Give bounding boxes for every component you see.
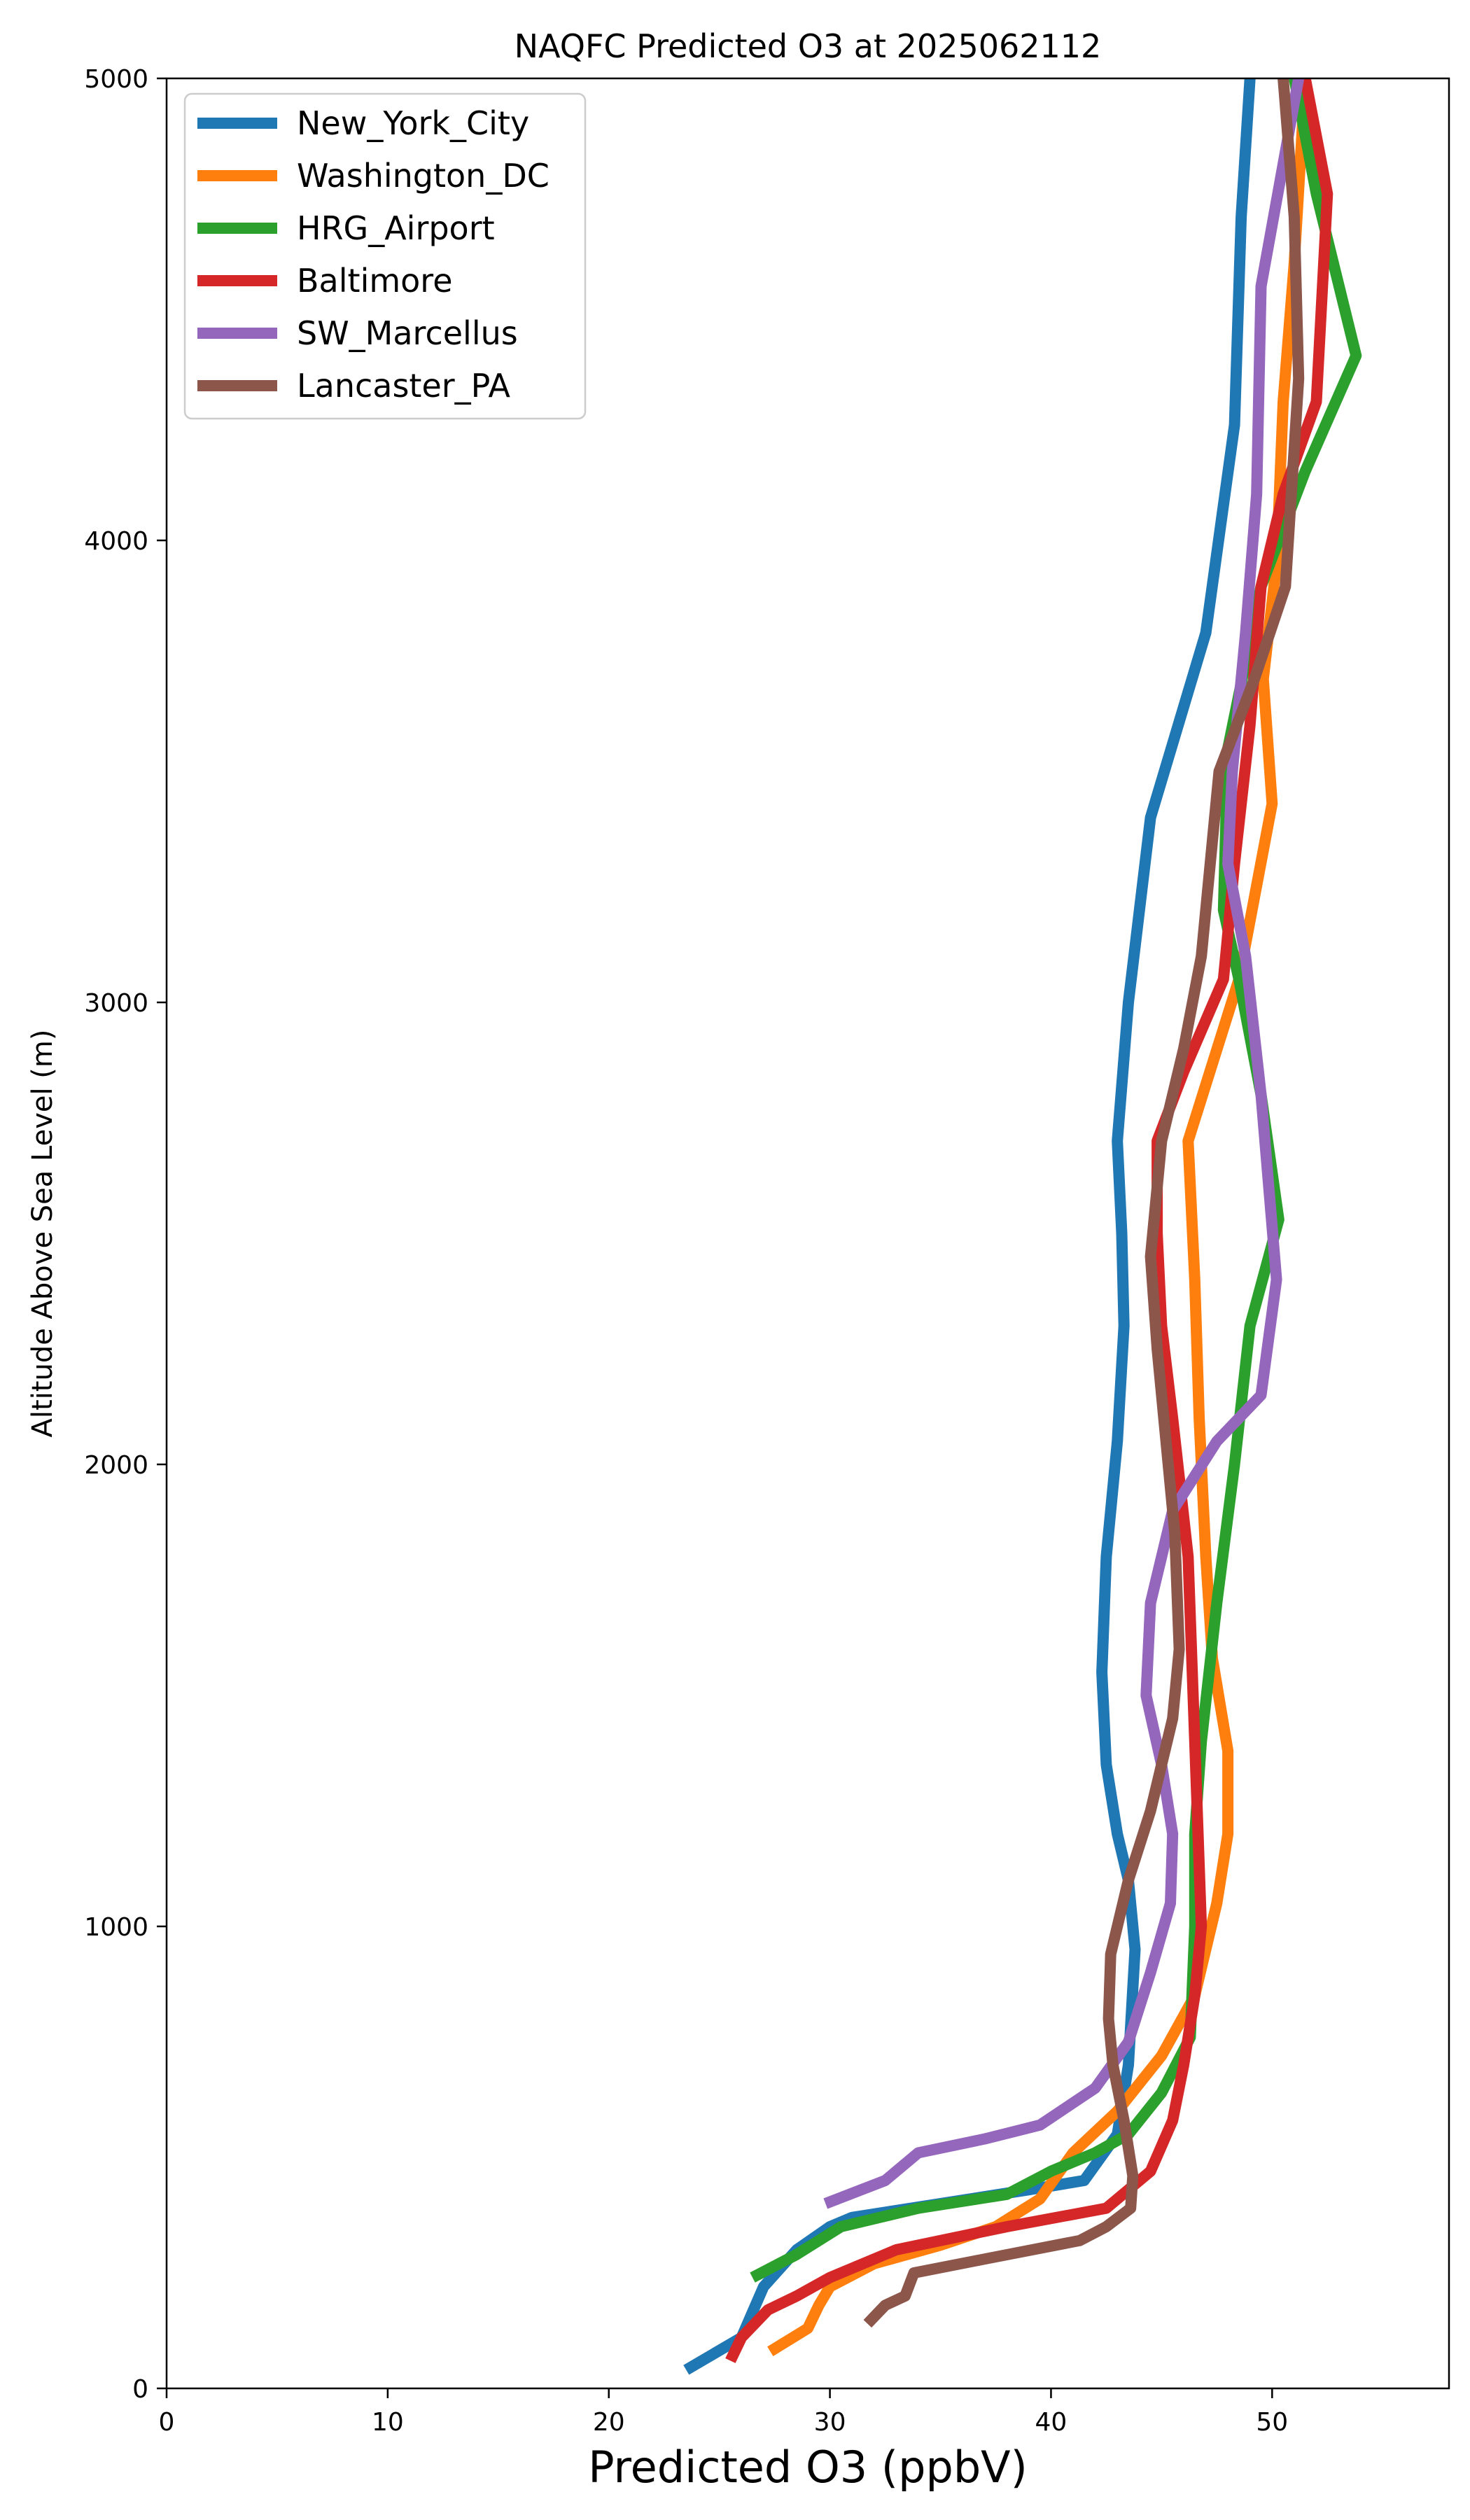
- legend: New_York_City Washington_DC HRG_Airport Bal…: [183, 92, 587, 420]
- legend-label: New_York_City: [297, 104, 529, 142]
- legend-label: HRG_Airport: [297, 209, 495, 247]
- series-line-lancaster-pa: [863, 78, 1305, 2328]
- y-tick-label: 1000: [84, 1913, 148, 1942]
- series-layer: [683, 78, 1362, 2375]
- chart-title: NAQFC Predicted O3 at 2025062112: [514, 27, 1102, 65]
- legend-label: Washington_DC: [297, 157, 550, 195]
- x-tick-label: 0: [159, 2408, 175, 2437]
- plot-frame: [165, 77, 1450, 2390]
- series-line-washington-dc: [767, 78, 1311, 2357]
- legend-label: SW_Marcellus: [297, 314, 518, 352]
- legend-label: Lancaster_PA: [297, 367, 510, 405]
- x-tick-label: 50: [1256, 2408, 1288, 2437]
- legend-box: [183, 92, 587, 420]
- x-tick-label: 40: [1035, 2408, 1068, 2437]
- y-tick-label: 5000: [84, 65, 148, 94]
- y-tick-label: 3000: [84, 989, 148, 1018]
- y-tick-label: 2000: [84, 1451, 148, 1480]
- x-tick-label: 30: [814, 2408, 846, 2437]
- x-axis-label: Predicted O3 (ppbV): [588, 2442, 1028, 2493]
- legend-label: Baltimore: [297, 262, 453, 300]
- y-axis-label: Altitude Above Sea Level (m): [27, 1030, 59, 1438]
- x-tick-label: 20: [593, 2408, 625, 2437]
- x-tick-label: 10: [372, 2408, 404, 2437]
- series-line-sw-marcellus: [823, 78, 1305, 2209]
- series-line-baltimore: [725, 78, 1334, 2363]
- y-axis: 0 1000 2000 3000 4000 5000: [84, 65, 167, 2404]
- y-tick-label: 4000: [84, 527, 148, 556]
- x-axis: 0 10 20 30 40 50: [159, 2388, 1288, 2437]
- y-tick-label: 0: [132, 2375, 148, 2404]
